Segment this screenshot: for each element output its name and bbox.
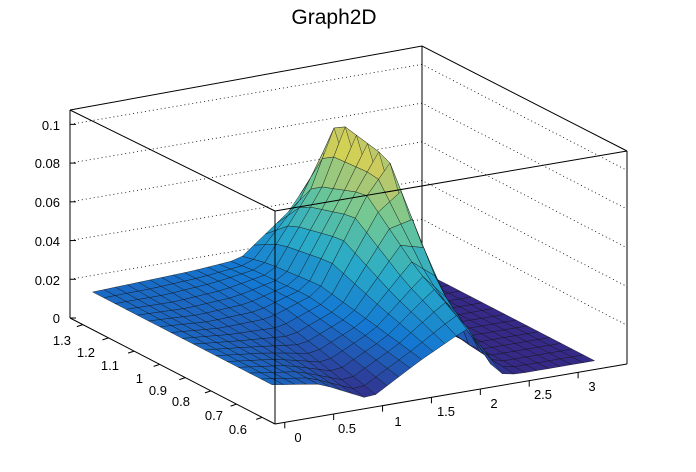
y-axis-ticks: 0.6 0.7 0.8 0.9 1 1.1 1.2 1.3 [53, 333, 247, 437]
back-frame [69, 45, 628, 364]
y-tick-label: 1.1 [101, 358, 119, 373]
z-tick-label: 0.02 [35, 273, 60, 288]
y-tick-mark [179, 377, 186, 381]
x-tick-label: 2 [490, 396, 497, 411]
y-tick-mark [256, 416, 263, 420]
y-tick-label: 1.2 [77, 345, 95, 360]
y-tick-label: 0.8 [172, 394, 190, 409]
z-axis-ticks: 0 0.02 0.04 0.06 0.08 0.1 [35, 118, 60, 326]
chart-title: Graph2D [291, 6, 376, 29]
z-tick-label: 0.1 [42, 118, 60, 133]
y-tick-label: 0.7 [205, 408, 223, 423]
x-tick-label: 2.5 [534, 387, 552, 402]
y-axis-line [69, 317, 276, 425]
y-tick-label: 0.9 [149, 383, 167, 398]
x-axis-ticks: 0 0.5 1 1.5 2 2.5 3 [294, 379, 595, 445]
z-tick-label: 0.04 [35, 234, 60, 249]
x-tick-label: 1.5 [437, 404, 455, 419]
front-top-left-edge [69, 109, 276, 212]
front-top-right-edge [274, 150, 628, 212]
z-tick-label: 0.06 [35, 195, 60, 210]
front-frame [69, 109, 628, 425]
y-tick-label: 1.3 [53, 333, 71, 348]
y-tick-mark [102, 337, 109, 341]
x-tick-label: 0.5 [338, 421, 356, 436]
y-tick-mark [76, 324, 83, 328]
z-tick-label: 0 [53, 311, 60, 326]
surface-cell [571, 354, 596, 363]
y-tick-mark [127, 350, 135, 354]
y-tick-mark [204, 390, 212, 394]
y-tick-mark [153, 363, 160, 367]
gridlines [69, 63, 628, 429]
y-tick-label: 1 [136, 371, 143, 386]
x-tick-label: 1 [394, 414, 401, 429]
x-axis-line [274, 363, 628, 425]
x-tick-label: 0 [294, 430, 301, 445]
surface-mesh [92, 126, 596, 398]
x-tick-label: 3 [588, 379, 595, 394]
y-tick-label: 0.6 [229, 422, 247, 437]
z-tick-label: 0.08 [35, 156, 60, 171]
y-tick-mark [230, 403, 237, 407]
